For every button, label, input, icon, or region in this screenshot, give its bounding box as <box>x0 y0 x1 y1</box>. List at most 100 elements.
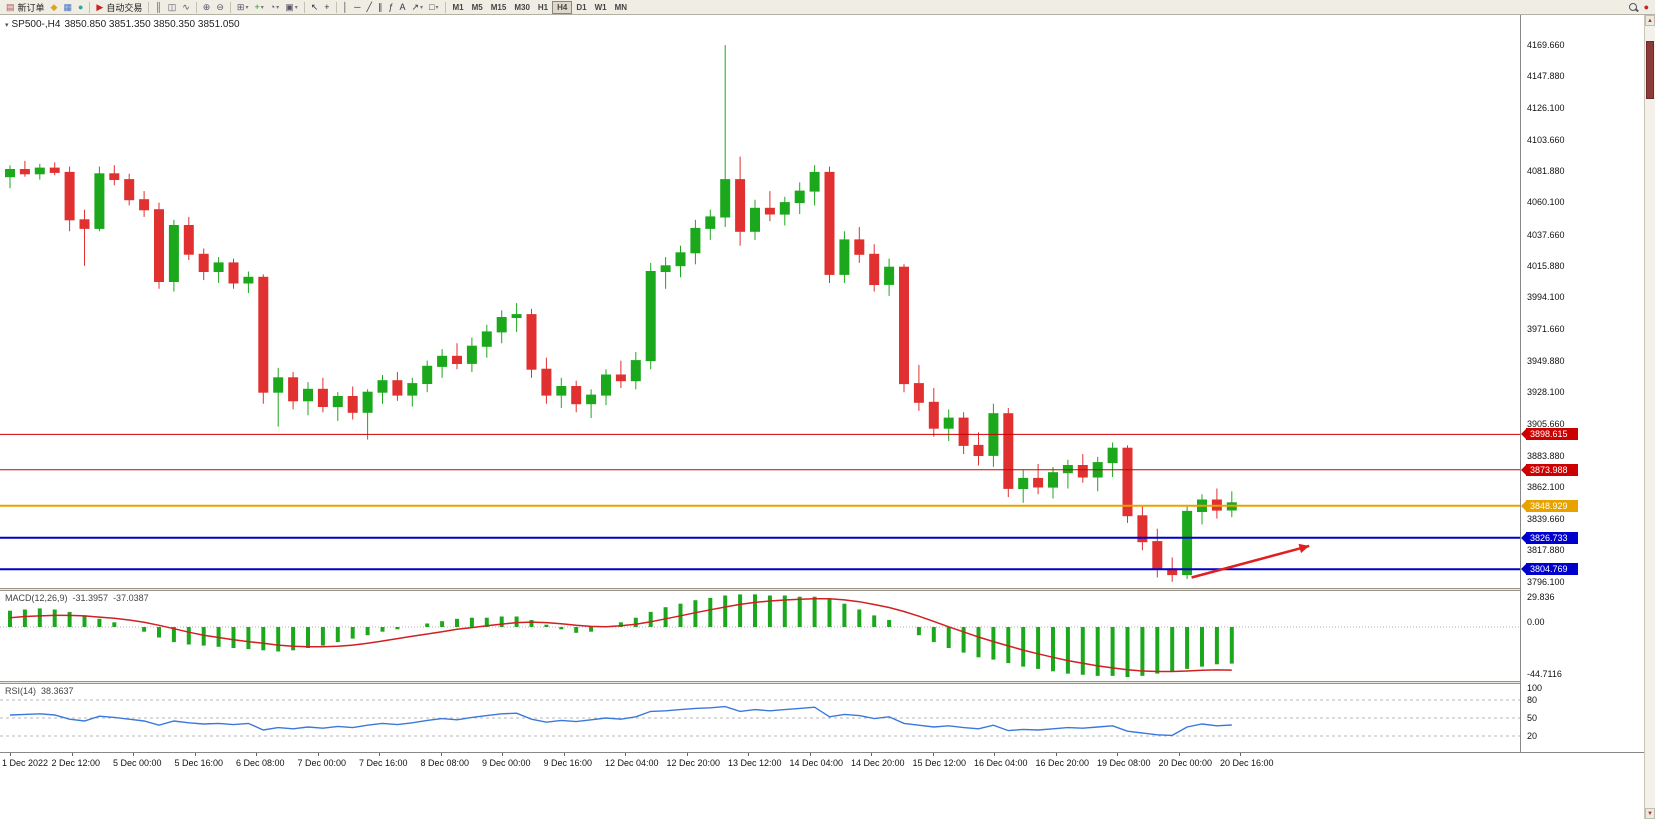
mql5-community-icon[interactable]: ● <box>75 1 86 14</box>
new-order-button-label: 新订单 <box>17 2 45 13</box>
toolbar-separator <box>303 1 305 13</box>
price-line-tag: 3873.988 <box>1521 463 1578 476</box>
timeframe-m5[interactable]: M5 <box>471 2 483 12</box>
price-axis-label: 3796.100 <box>1527 576 1565 587</box>
horizontal-line-icon[interactable]: ─ <box>351 1 363 14</box>
arrows-tool-icon-glyph: ↗ <box>411 1 420 12</box>
bars-chart-icon[interactable]: ║ <box>152 1 164 14</box>
arrows-tool-icon[interactable]: ↗ ▾ <box>409 1 427 14</box>
timeframe-h4[interactable]: H4 <box>552 0 573 14</box>
toolbar-separator <box>195 1 197 13</box>
zoom-out-icon[interactable]: ⊖ <box>213 1 227 14</box>
time-axis-tick <box>502 753 503 756</box>
price-axis-label: 3928.100 <box>1527 387 1565 398</box>
time-axis-tick <box>1240 753 1241 756</box>
macd-plot <box>0 594 1520 678</box>
price-axis[interactable]: 4169.660 4147.880 4126.100 4103.660 4081.880… <box>1520 15 1644 752</box>
price-line-tag: 3826.733 <box>1521 531 1578 544</box>
templates-button-dropdown-icon[interactable]: ▾ <box>294 4 298 11</box>
time-axis-label: 19 Dec 08:00 <box>1097 758 1151 768</box>
equidistant-channel-icon-glyph: ∥ <box>377 1 383 12</box>
scrollbar-thumb[interactable] <box>1646 41 1654 99</box>
time-axis-tick <box>625 753 626 756</box>
candlestick-plot <box>0 45 1520 582</box>
time-axis-label: 7 Dec 00:00 <box>297 758 347 768</box>
time-axis-tick <box>932 753 934 756</box>
rsi-axis-label: 50 <box>1527 713 1538 723</box>
rsi-name: RSI(14) <box>5 686 37 696</box>
rsi-axis-label: 100 <box>1527 683 1543 693</box>
vertical-scrollbar[interactable]: ▲ ▼ <box>1644 15 1655 819</box>
scroll-down-button[interactable]: ▼ <box>1645 808 1655 819</box>
pane-separator[interactable] <box>0 681 1644 684</box>
macd-pane[interactable]: MACD(12,26,9) -31.3957 -37.0387 <box>0 591 1520 681</box>
main-chart-pane[interactable]: ▾ SP500-,H4 3850.850 3851.350 3850.350 385… <box>0 15 1520 588</box>
periods-button-glyph: ◔ <box>269 1 276 12</box>
templates-button-glyph: ▣ <box>285 1 294 12</box>
vertical-line-icon-glyph: │ <box>342 1 349 12</box>
scroll-up-button[interactable]: ▲ <box>1645 15 1655 26</box>
arrows-tool-icon-dropdown-icon[interactable]: ▾ <box>420 4 424 11</box>
equidistant-channel-icon[interactable]: ∥ <box>375 1 386 14</box>
alerts-icon-glyph: ● <box>1643 1 1649 12</box>
price-axis-label: 3949.880 <box>1527 355 1565 366</box>
rsi-pane[interactable]: RSI(14) 38.3637 <box>0 684 1520 752</box>
zoom-in-icon-glyph: ⊕ <box>202 1 211 12</box>
price-axis-label: 4103.660 <box>1527 134 1565 145</box>
search-icon[interactable] <box>1626 1 1641 14</box>
tile-windows-icon-dropdown-icon[interactable]: ▾ <box>245 4 249 11</box>
timeframe-mn[interactable]: MN <box>614 2 628 12</box>
timeframe-m30[interactable]: M30 <box>514 2 530 12</box>
time-axis-label: 14 Dec 04:00 <box>789 758 844 768</box>
indicators-button[interactable]: + ▾ <box>251 1 266 14</box>
chart-menu-icon[interactable]: ▾ <box>5 22 9 29</box>
time-axis-label: 5 Dec 16:00 <box>174 758 224 768</box>
periods-button-dropdown-icon[interactable]: ▾ <box>276 4 280 11</box>
timeframe-m1[interactable]: M1 <box>452 2 464 12</box>
crosshair-icon[interactable]: + <box>321 1 332 14</box>
text-label-icon[interactable]: A <box>396 1 408 14</box>
timeframe-m15[interactable]: M15 <box>490 2 507 12</box>
indicators-button-dropdown-icon[interactable]: ▾ <box>260 4 264 11</box>
timeframe-d1[interactable]: D1 <box>576 2 587 12</box>
bars-chart-icon-glyph: ║ <box>155 1 162 12</box>
alerts-icon[interactable]: ● <box>1641 1 1652 14</box>
toolbar-separator <box>89 1 91 13</box>
time-axis[interactable]: 1 Dec 2022 2 Dec 12:00 5 Dec 00:00 5 Dec 16… <box>0 752 1644 770</box>
time-axis-tick <box>71 753 73 756</box>
horizontal-line-icon-glyph: ─ <box>354 1 361 12</box>
time-axis-tick <box>809 753 811 756</box>
timeframe-h1[interactable]: H1 <box>537 2 549 12</box>
shapes-tool-icon[interactable]: □ ▾ <box>426 1 441 14</box>
macd-label: MACD(12,26,9) -31.3957 -37.0387 <box>5 593 154 603</box>
cursor-icon-glyph: ↖ <box>310 1 319 12</box>
periods-button[interactable]: ◔ ▾ <box>267 1 282 14</box>
ohlc-values: 3850.850 3851.350 3850.350 3851.050 <box>64 19 240 30</box>
new-order-button-glyph: ▤ <box>6 1 15 12</box>
fibonacci-icon[interactable]: ƒ <box>385 1 396 14</box>
autotrading-button-glyph: ▶ <box>96 1 104 12</box>
bottom-filler <box>0 770 1655 819</box>
candlestick-chart-icon[interactable]: ◫ <box>165 1 180 14</box>
timeframe-w1[interactable]: W1 <box>594 2 607 12</box>
line-chart-icon[interactable]: ∿ <box>179 1 193 14</box>
new-order-button[interactable]: ▤ 新订单 <box>3 1 48 14</box>
price-axis-label: 4169.660 <box>1527 40 1565 50</box>
time-axis-tick <box>317 753 319 756</box>
pane-separator[interactable] <box>0 588 1644 591</box>
line-chart-icon-glyph: ∿ <box>182 1 190 12</box>
tile-windows-icon[interactable]: ⊞ ▾ <box>234 1 252 14</box>
shapes-tool-icon-dropdown-icon[interactable]: ▾ <box>435 4 439 11</box>
metaeditor-icon[interactable]: ◆ <box>48 1 61 14</box>
cursor-icon[interactable]: ↖ <box>308 1 322 14</box>
zoom-in-icon[interactable]: ⊕ <box>200 1 214 14</box>
autotrading-button-label: 自动交易 <box>106 2 143 13</box>
trendline-icon[interactable]: ╱ <box>364 1 375 14</box>
chart-profiles-icon[interactable]: ▦ <box>60 1 75 14</box>
time-axis-label: 12 Dec 20:00 <box>666 758 721 768</box>
price-axis-label: 4037.660 <box>1527 229 1565 240</box>
autotrading-button[interactable]: ▶ 自动交易 <box>93 1 145 14</box>
vertical-line-icon[interactable]: │ <box>340 1 352 14</box>
templates-button[interactable]: ▣ ▾ <box>282 1 301 14</box>
zoom-out-icon-glyph: ⊖ <box>216 1 224 12</box>
